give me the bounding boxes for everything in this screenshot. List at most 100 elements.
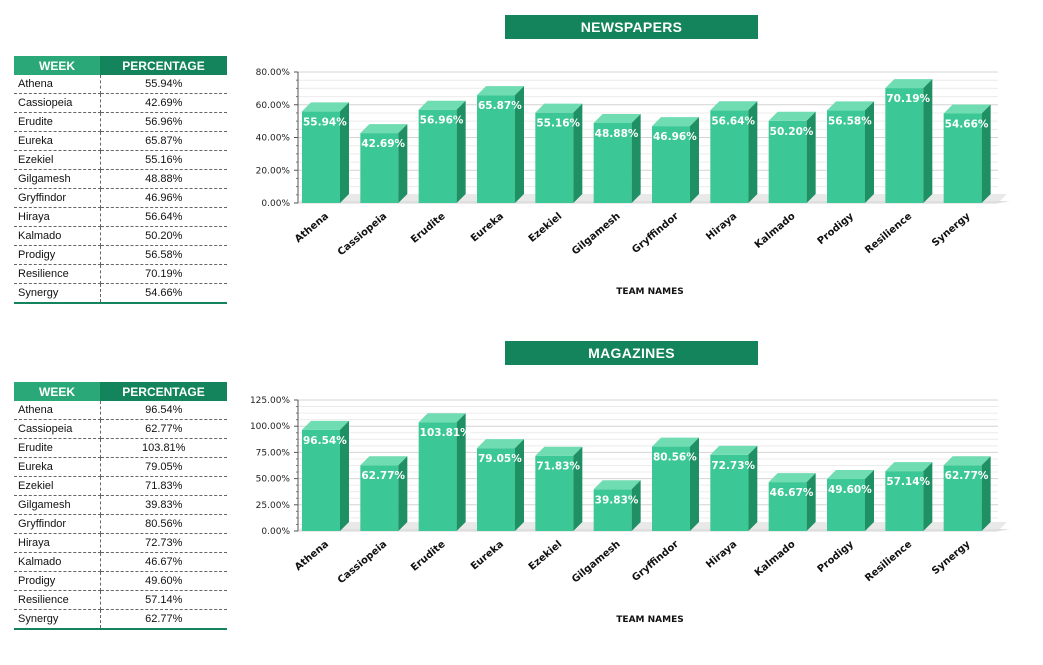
category-label: Eureka <box>469 211 506 245</box>
percentage-cell: 46.67% <box>100 552 227 572</box>
bar-front <box>360 133 399 203</box>
bar-cassiopeia: 62.77% <box>360 456 408 531</box>
bar-erudite: 56.96% <box>418 100 466 203</box>
table-header-row: WEEK PERCENTAGE <box>14 382 227 401</box>
team-name-cell: Cassiopeia <box>14 93 101 113</box>
bar-top <box>652 117 699 127</box>
bar-side <box>806 473 816 531</box>
bar-top <box>535 103 583 113</box>
category-label: Synergy <box>930 539 973 577</box>
bar-side <box>748 445 758 531</box>
category-label: Hiraya <box>704 211 739 243</box>
data-label: 71.83% <box>536 461 580 473</box>
team-name-cell: Prodigy <box>14 245 101 265</box>
bar-top <box>885 79 933 89</box>
newspapers-table: WEEK PERCENTAGE Athena 55.94% Cassiopeia 42… <box>14 56 227 304</box>
bar-front <box>768 120 807 203</box>
team-name-cell: Ezekiel <box>14 150 101 170</box>
table-row: Gryffindor 80.56% <box>14 514 227 534</box>
category-label: Synergy <box>930 211 973 249</box>
category-label: Gryffindor <box>630 211 681 256</box>
bar-resilience: 70.19% <box>885 79 933 203</box>
table-row: Cassiopeia 62.77% <box>14 419 227 439</box>
data-label: 42.69% <box>361 138 405 150</box>
bar-top <box>418 100 466 110</box>
table-row: Eureka 79.05% <box>14 457 227 477</box>
category-label: Gilgamesh <box>570 211 622 258</box>
y-tick-label: 50.00% <box>256 475 291 485</box>
bar-front <box>827 110 865 203</box>
bar-side <box>981 104 991 203</box>
bar-side <box>515 86 524 203</box>
category-label: Gilgamesh <box>570 539 622 586</box>
percentage-cell: 79.05% <box>100 457 227 477</box>
table-row: Gryffindor 46.96% <box>14 188 227 208</box>
team-name-cell: Cassiopeia <box>14 419 101 439</box>
x-axis-title: TEAM NAMES <box>616 287 683 297</box>
bar-side <box>690 437 699 531</box>
percentage-cell: 56.96% <box>100 112 227 132</box>
bar-side <box>456 413 466 531</box>
magazines-table-body: Athena 96.54% Cassiopeia 62.77% Erudite 103.8… <box>14 401 227 630</box>
percentage-cell: 50.20% <box>100 226 227 246</box>
table-row: Kalmado 46.67% <box>14 552 227 572</box>
bar-side <box>631 113 641 203</box>
bar-side <box>573 103 583 203</box>
percentage-cell: 96.54% <box>100 401 227 420</box>
team-name-cell: Gryffindor <box>14 188 101 208</box>
team-name-cell: Hiraya <box>14 207 101 227</box>
data-label: 80.56% <box>653 452 697 464</box>
table-header-row: WEEK PERCENTAGE <box>14 56 227 75</box>
category-label: Hiraya <box>704 539 739 571</box>
percentage-cell: 57.14% <box>100 590 227 610</box>
team-name-cell: Kalmado <box>14 226 101 246</box>
table-row: Synergy 62.77% <box>14 609 227 630</box>
bar-side <box>573 446 583 531</box>
bar-side <box>923 79 933 203</box>
data-label: 62.77% <box>361 470 405 482</box>
team-name-cell: Gryffindor <box>14 514 101 534</box>
team-name-cell: Synergy <box>14 283 101 304</box>
category-label: Resilience <box>863 211 914 256</box>
category-label: Resilience <box>863 539 914 584</box>
table-row: Resilience 57.14% <box>14 590 227 610</box>
category-label: Athena <box>293 539 331 573</box>
table-row: Hiraya 72.73% <box>14 533 227 553</box>
table-row: Kalmado 50.20% <box>14 226 227 246</box>
bar-gryffindor: 46.96% <box>652 117 699 203</box>
percentage-cell: 62.77% <box>100 609 227 630</box>
bar-side <box>340 102 349 203</box>
bar-side <box>806 111 816 203</box>
table-row: Synergy 54.66% <box>14 283 227 304</box>
data-label: 56.96% <box>420 115 464 127</box>
bar-top <box>535 446 583 456</box>
bar-top <box>302 420 349 430</box>
table-row: Ezekiel 55.16% <box>14 150 227 170</box>
bar-top <box>768 111 816 121</box>
table-row: Athena 96.54% <box>14 401 227 420</box>
percentage-cell: 72.73% <box>100 533 227 553</box>
bar-front <box>827 479 865 531</box>
percentage-cell: 56.64% <box>100 207 227 227</box>
bar-erudite: 103.81% <box>418 413 471 531</box>
bar-front <box>652 126 690 203</box>
bar-gryffindor: 80.56% <box>652 437 699 531</box>
bar-prodigy: 56.58% <box>827 101 874 203</box>
table-row: Prodigy 56.58% <box>14 245 227 265</box>
category-label: Cassiopeia <box>336 211 389 258</box>
table-row: Erudite 103.81% <box>14 438 227 458</box>
bar-side <box>456 100 466 203</box>
column-header-week: WEEK <box>14 56 100 75</box>
magazines-chart: 0.00% 25.00% 50.00% 75.00% 100.00% 125.00% 96.… <box>250 396 1010 625</box>
column-header-percentage: PERCENTAGE <box>100 56 227 75</box>
bar-front <box>477 448 515 531</box>
bar-front <box>418 109 457 203</box>
team-name-cell: Resilience <box>14 264 101 284</box>
bar-top <box>593 113 641 123</box>
data-label: 96.54% <box>303 435 347 447</box>
bar-synergy: 62.77% <box>943 456 991 531</box>
category-label: Erudite <box>409 211 448 246</box>
data-label: 70.19% <box>886 93 930 105</box>
bar-top <box>360 456 408 466</box>
data-label: 39.83% <box>595 494 639 506</box>
